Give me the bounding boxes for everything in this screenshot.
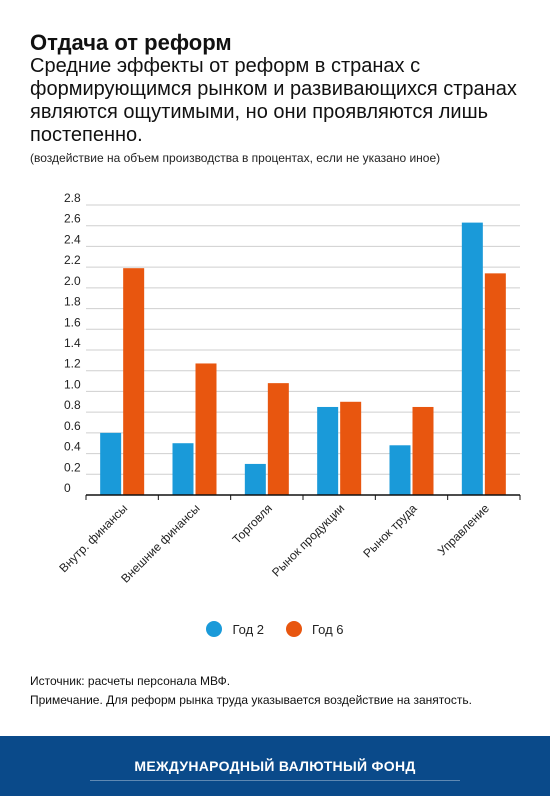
chart-subtitle: Средние эффекты от реформ в странах с фо… bbox=[30, 55, 517, 146]
source-note: Источник: расчеты персонала МВФ. bbox=[30, 674, 231, 688]
y-tick-label: 0.6 bbox=[64, 419, 81, 433]
footer-bar: МЕЖДУНАРОДНЫЙ ВАЛЮТНЫЙ ФОНД bbox=[0, 736, 550, 796]
x-category-label: Торговля bbox=[230, 501, 275, 546]
legend-swatch-year6 bbox=[286, 621, 302, 637]
bar-year6 bbox=[484, 273, 506, 495]
bar-year2 bbox=[461, 222, 483, 495]
y-tick-label: 1.4 bbox=[64, 336, 81, 350]
legend-item-year6: Год 6 bbox=[286, 621, 344, 637]
bar-year2 bbox=[389, 445, 411, 495]
legend-swatch-year2 bbox=[206, 621, 223, 637]
y-tick-label: 1.8 bbox=[64, 295, 81, 309]
bar-year2 bbox=[172, 443, 194, 495]
y-tick-label: 0.8 bbox=[64, 398, 81, 412]
org-name: МЕЖДУНАРОДНЫЙ ВАЛЮТНЫЙ ФОНД bbox=[134, 758, 416, 774]
y-tick-label: 0.2 bbox=[64, 460, 81, 474]
x-category-label: Внутр. финансы bbox=[56, 501, 130, 575]
unit-note: (воздействие на объем производства в про… bbox=[30, 151, 441, 165]
y-tick-label: 0.4 bbox=[64, 440, 81, 454]
footnote: Примечание. Для реформ рынка труда указы… bbox=[30, 693, 472, 707]
bar-year6 bbox=[340, 401, 362, 495]
bar-year2 bbox=[317, 406, 339, 495]
y-tick-label: 1.0 bbox=[64, 377, 81, 391]
y-tick-label: 2.2 bbox=[64, 253, 81, 267]
x-category-label: Рынок продукции bbox=[269, 501, 347, 579]
y-tick-label: 0 bbox=[64, 481, 71, 495]
bar-year6 bbox=[267, 383, 289, 495]
bar-year6 bbox=[412, 406, 434, 495]
footer-divider bbox=[90, 780, 460, 781]
y-tick-label: 2.6 bbox=[64, 212, 81, 226]
bar-chart: 0 0.2 0.4 0.6 0.8 1.0 1.2 1.4 1.6 1.8 2.0 2.2 2.4 2.6… bbox=[56, 191, 521, 586]
y-tick-label: 1.2 bbox=[64, 357, 81, 371]
bar-year6 bbox=[123, 268, 145, 495]
bar-year6 bbox=[195, 363, 217, 495]
y-tick-label: 2.4 bbox=[64, 232, 81, 246]
x-category-label: Управление bbox=[435, 501, 492, 558]
x-category-label: Рынок труда bbox=[360, 501, 420, 561]
bar-year2 bbox=[100, 432, 122, 495]
legend-item-year2: Год 2 bbox=[206, 621, 264, 637]
legend-label-year2: Год 2 bbox=[232, 621, 264, 637]
legend: Год 2 Год 6 bbox=[0, 621, 550, 637]
y-tick-label: 2.8 bbox=[64, 191, 81, 205]
y-tick-label: 2.0 bbox=[64, 274, 81, 288]
legend-label-year6: Год 6 bbox=[312, 621, 344, 637]
y-tick-label: 1.6 bbox=[64, 315, 81, 329]
bar-year2 bbox=[244, 463, 266, 495]
x-category-label: Внешние финансы bbox=[118, 501, 202, 585]
chart-title: Отдача от реформ bbox=[30, 30, 232, 55]
